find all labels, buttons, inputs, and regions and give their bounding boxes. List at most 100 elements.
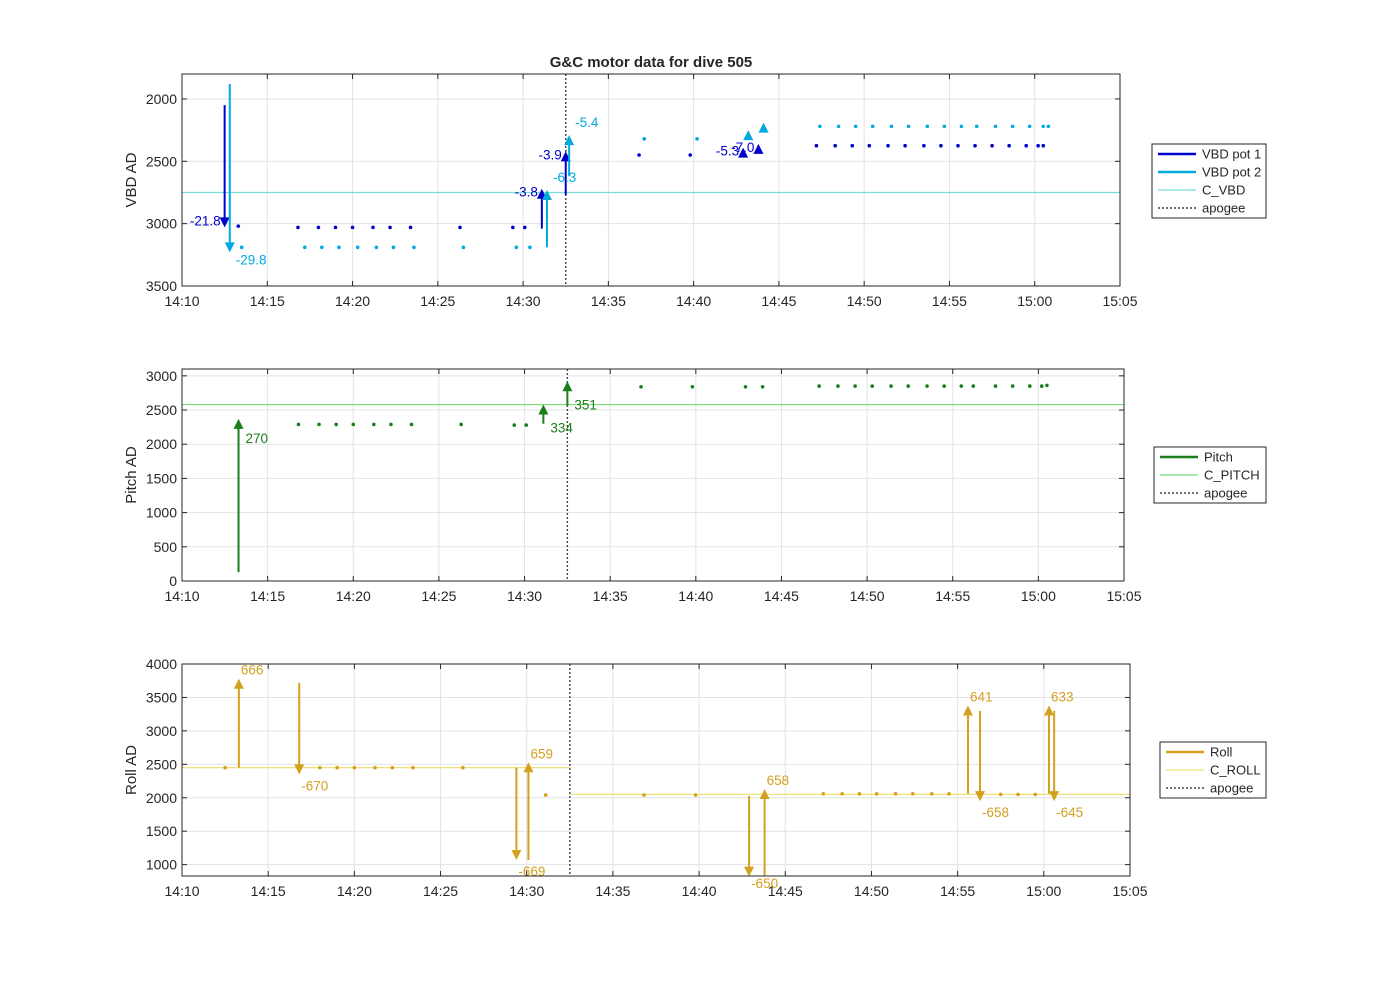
x-tick-label: 14:30 [506, 293, 541, 309]
move-arrow-head [758, 122, 769, 133]
y-tick-label: 2500 [146, 756, 177, 772]
data-point [906, 124, 911, 129]
move-arrow-head [523, 762, 534, 773]
data-point [942, 384, 946, 388]
data-point [512, 423, 517, 427]
y-tick-label: 3000 [146, 723, 177, 739]
move-arrow-head [562, 381, 573, 392]
legend-label: C_VBD [1202, 183, 1245, 198]
x-tick-label: 14:10 [164, 883, 199, 899]
move-label: -5.3 [716, 144, 739, 159]
data-point [337, 245, 341, 250]
move-label: 658 [767, 773, 790, 788]
move-label: -670 [301, 778, 328, 793]
data-point [371, 225, 375, 230]
data-point [320, 245, 324, 250]
move-arrow-head [294, 764, 305, 775]
data-point [942, 124, 947, 129]
data-point [870, 384, 875, 388]
legend-label: apogee [1202, 201, 1245, 216]
data-point [959, 384, 964, 388]
data-point [239, 245, 244, 250]
data-point [352, 765, 357, 770]
data-point [350, 225, 355, 230]
data-point [760, 384, 765, 389]
data-point [514, 245, 519, 250]
legend-label: VBD pot 1 [1202, 147, 1261, 162]
data-point [817, 384, 821, 388]
plot-content [182, 74, 1120, 286]
move-label: 659 [530, 746, 553, 761]
data-point [334, 422, 338, 427]
legend-label: C_PITCH [1204, 468, 1260, 483]
plot-area [182, 664, 1130, 876]
data-point [318, 765, 322, 770]
x-tick-label: 14:50 [854, 883, 889, 899]
x-tick-label: 14:55 [940, 883, 975, 899]
y-tick-label: 1500 [146, 470, 177, 486]
move-label: -6.3 [553, 170, 576, 185]
data-point [690, 384, 695, 389]
data-point [818, 124, 822, 129]
data-point [390, 765, 395, 770]
data-point [374, 245, 379, 250]
x-tick-label: 14:10 [164, 293, 199, 309]
x-tick-label: 14:10 [164, 588, 199, 604]
data-point [886, 143, 890, 148]
data-point [637, 153, 641, 157]
legend-label: apogee [1210, 781, 1253, 796]
legend-label: VBD pot 2 [1202, 165, 1261, 180]
data-point [925, 384, 929, 388]
move-arrow-head [1043, 705, 1054, 716]
x-tick-label: 15:00 [1021, 588, 1056, 604]
y-tick-label: 1000 [146, 857, 177, 873]
data-point [412, 245, 416, 250]
data-point [867, 143, 872, 148]
data-point [1024, 143, 1028, 148]
data-point [543, 793, 548, 797]
y-tick-label: 2000 [146, 436, 177, 452]
data-point [993, 124, 998, 129]
data-point [903, 143, 907, 148]
data-point [814, 143, 819, 148]
x-tick-label: 14:20 [336, 588, 371, 604]
x-tick-label: 14:55 [935, 588, 970, 604]
data-point [821, 791, 825, 796]
x-tick-label: 14:30 [507, 588, 542, 604]
data-point [1045, 383, 1049, 388]
data-point [373, 765, 377, 770]
data-point [1028, 384, 1032, 388]
x-tick-label: 14:35 [595, 883, 630, 899]
legend-box [1151, 143, 1267, 219]
move-label: 270 [246, 431, 269, 446]
data-point [391, 245, 396, 250]
data-point [296, 422, 301, 427]
data-point [889, 124, 894, 129]
x-tick-label: 15:00 [1026, 883, 1061, 899]
move-arrow-head [744, 866, 755, 876]
legend-label: apogee [1204, 486, 1247, 501]
move-label: 351 [574, 397, 597, 412]
data-point [1036, 143, 1040, 148]
x-tick-label: 14:45 [764, 588, 799, 604]
data-point [850, 143, 855, 148]
y-axis-label: Pitch AD [123, 446, 140, 504]
x-tick-label: 14:50 [850, 588, 885, 604]
data-point [906, 384, 910, 388]
x-tick-label: 14:55 [932, 293, 967, 309]
data-point [925, 124, 930, 129]
move-arrow-head [1049, 791, 1060, 802]
move-label: 334 [550, 421, 573, 436]
data-point [1039, 384, 1044, 388]
move-label: -21.8 [190, 213, 221, 228]
move-arrow-head [511, 849, 522, 860]
data-point [922, 143, 926, 148]
data-point [459, 422, 463, 427]
data-point [389, 422, 393, 427]
y-tick-label: 2000 [146, 91, 177, 107]
data-point [889, 384, 893, 388]
data-point [1010, 384, 1015, 388]
data-point [990, 143, 994, 148]
